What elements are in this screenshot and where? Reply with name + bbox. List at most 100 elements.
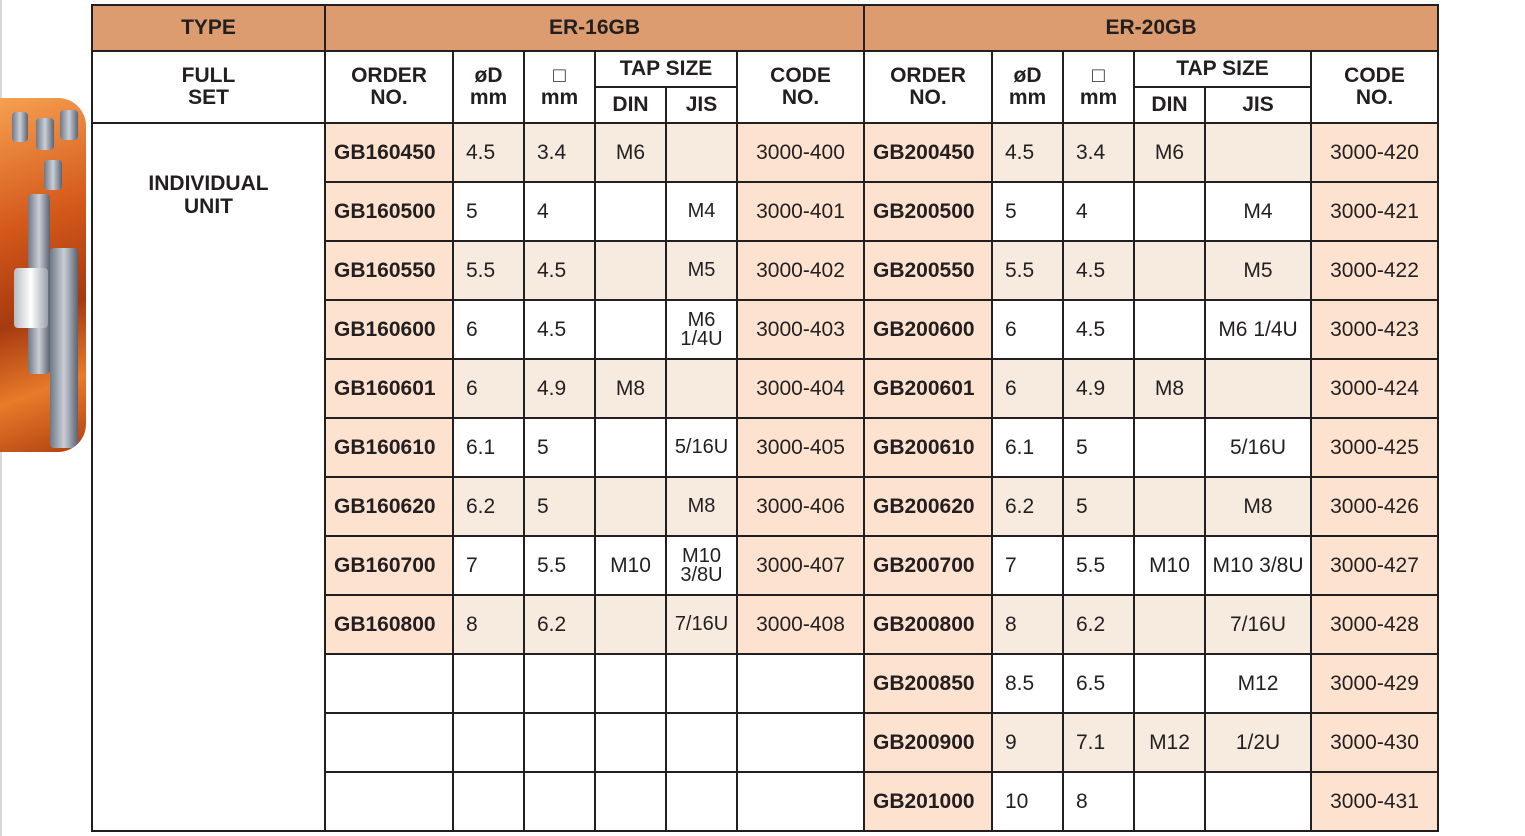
er20-order-no-cell: GB200500 bbox=[863, 181, 993, 242]
er20-square-cell: 5 bbox=[1062, 417, 1135, 478]
er16-code-no-cell: 3000-406 bbox=[736, 476, 865, 537]
er16-din-cell bbox=[594, 240, 667, 301]
er20-code-no-cell: 3000-423 bbox=[1310, 299, 1439, 360]
er20-od-cell: 7 bbox=[991, 535, 1064, 596]
er16-code-no-cell bbox=[736, 771, 865, 832]
er20-din-cell bbox=[1133, 476, 1206, 537]
er20-code-no-cell: 3000-429 bbox=[1310, 653, 1439, 714]
er16-od-cell bbox=[452, 771, 525, 832]
er20-od-cell: 8 bbox=[991, 594, 1064, 655]
od-header: øD mm bbox=[452, 50, 525, 124]
er16-square-cell: 5.5 bbox=[523, 535, 596, 596]
er20-od-cell: 6 bbox=[991, 358, 1064, 419]
order-no-header: ORDER NO. bbox=[324, 50, 454, 124]
table-row: GB160500 5 4 M4 3000-401 GB200500 5 4 M4 3000-421 bbox=[92, 181, 1439, 242]
er20-od-cell: 6.2 bbox=[991, 476, 1064, 537]
tap-size-header: TAP SIZE bbox=[1133, 50, 1312, 88]
er16-od-cell: 5 bbox=[452, 181, 525, 242]
er20-code-no-cell: 3000-421 bbox=[1310, 181, 1439, 242]
er20-code-no-cell: 3000-427 bbox=[1310, 535, 1439, 596]
tap-size-header: TAP SIZE bbox=[594, 50, 738, 88]
er16-order-no-cell: GB160600 bbox=[324, 299, 454, 360]
er20-jis-cell bbox=[1204, 358, 1312, 419]
er20-order-no-cell: GB200900 bbox=[863, 712, 993, 773]
er20-square-cell: 4.5 bbox=[1062, 299, 1135, 360]
er20-order-no-cell: GB200620 bbox=[863, 476, 993, 537]
jis-header: JIS bbox=[1204, 86, 1312, 124]
er16-header: ER-16GB bbox=[324, 4, 865, 52]
er16-square-cell: 5 bbox=[523, 417, 596, 478]
er20-square-cell: 4.5 bbox=[1062, 240, 1135, 301]
table-row: GB160601 6 4.9 M8 3000-404 GB200601 6 4.9 M8 3000… bbox=[92, 358, 1439, 419]
er16-jis-cell: M6 1/4U bbox=[665, 299, 738, 360]
collet-spec-table: TYPE ER-16GB ER-20GB FULL SET ORDER NO. … bbox=[91, 4, 1439, 832]
er16-code-no-cell: 3000-407 bbox=[736, 535, 865, 596]
er16-od-cell: 6 bbox=[452, 299, 525, 360]
er20-od-cell: 4.5 bbox=[991, 122, 1064, 183]
er16-order-no-cell: GB160500 bbox=[324, 181, 454, 242]
er16-od-cell bbox=[452, 653, 525, 714]
er16-code-no-cell: 3000-401 bbox=[736, 181, 865, 242]
er16-square-cell: 4.5 bbox=[523, 240, 596, 301]
er20-jis-cell bbox=[1204, 771, 1312, 832]
table-row: GB160550 5.5 4.5 M5 3000-402 GB200550 5.5 4.5 M5… bbox=[92, 240, 1439, 301]
er20-din-cell: M6 bbox=[1133, 122, 1206, 183]
er16-jis-cell: 5/16U bbox=[665, 417, 738, 478]
er16-code-no-cell: 3000-400 bbox=[736, 122, 865, 183]
er20-code-no-cell: 3000-424 bbox=[1310, 358, 1439, 419]
er16-jis-cell bbox=[665, 653, 738, 714]
er16-jis-cell: M5 bbox=[665, 240, 738, 301]
er16-square-cell: 3.4 bbox=[523, 122, 596, 183]
er20-order-no-cell: GB200600 bbox=[863, 299, 993, 360]
er20-square-cell: 5.5 bbox=[1062, 535, 1135, 596]
er16-code-no-cell: 3000-405 bbox=[736, 417, 865, 478]
table-row: GB200900 9 7.1 M12 1/2U 3000-430 bbox=[92, 712, 1439, 773]
er16-code-no-cell: 3000-408 bbox=[736, 594, 865, 655]
er20-jis-cell: 1/2U bbox=[1204, 712, 1312, 773]
er16-square-cell: 4.5 bbox=[523, 299, 596, 360]
din-header: DIN bbox=[1133, 86, 1206, 124]
er16-order-no-cell bbox=[324, 771, 454, 832]
er16-din-cell bbox=[594, 299, 667, 360]
er20-order-no-cell: GB200610 bbox=[863, 417, 993, 478]
er20-jis-cell: M5 bbox=[1204, 240, 1312, 301]
er16-od-cell bbox=[452, 712, 525, 773]
er20-od-cell: 8.5 bbox=[991, 653, 1064, 714]
er16-square-cell: 4.9 bbox=[523, 358, 596, 419]
er20-din-cell bbox=[1133, 181, 1206, 242]
er20-din-cell: M8 bbox=[1133, 358, 1206, 419]
er20-din-cell: M12 bbox=[1133, 712, 1206, 773]
er20-square-cell: 3.4 bbox=[1062, 122, 1135, 183]
er16-square-cell bbox=[523, 653, 596, 714]
er20-code-no-cell: 3000-422 bbox=[1310, 240, 1439, 301]
er16-order-no-cell: GB160610 bbox=[324, 417, 454, 478]
er20-din-cell bbox=[1133, 653, 1206, 714]
er16-din-cell: M8 bbox=[594, 358, 667, 419]
er16-jis-cell bbox=[665, 771, 738, 832]
table-row: GB160700 7 5.5 M10 M10 3/8U 3000-407 GB200700 7… bbox=[92, 535, 1439, 596]
er20-jis-cell: M4 bbox=[1204, 181, 1312, 242]
er16-code-no-cell: 3000-402 bbox=[736, 240, 865, 301]
er20-jis-cell: M12 bbox=[1204, 653, 1312, 714]
er16-din-cell bbox=[594, 594, 667, 655]
er16-od-cell: 7 bbox=[452, 535, 525, 596]
er16-order-no-cell: GB160800 bbox=[324, 594, 454, 655]
er20-od-cell: 10 bbox=[991, 771, 1064, 832]
er16-square-cell: 5 bbox=[523, 476, 596, 537]
er16-order-no-cell: GB160601 bbox=[324, 358, 454, 419]
er16-od-cell: 5.5 bbox=[452, 240, 525, 301]
er20-din-cell bbox=[1133, 594, 1206, 655]
full-set-header: FULL SET bbox=[91, 50, 326, 124]
table-row: INDIVIDUAL UNIT GB160450 4.5 3.4 M6 3000-400 G… bbox=[91, 122, 1439, 832]
er20-square-cell: 4.9 bbox=[1062, 358, 1135, 419]
din-header: DIN bbox=[594, 86, 667, 124]
er20-jis-cell bbox=[1204, 122, 1312, 183]
er20-header: ER-20GB bbox=[863, 4, 1439, 52]
code-no-header: CODE NO. bbox=[736, 50, 865, 124]
er20-square-cell: 6.5 bbox=[1062, 653, 1135, 714]
er20-jis-cell: M10 3/8U bbox=[1204, 535, 1312, 596]
er16-jis-cell bbox=[665, 358, 738, 419]
er16-order-no-cell bbox=[324, 653, 454, 714]
code-no-header: CODE NO. bbox=[1310, 50, 1439, 124]
er20-od-cell: 6 bbox=[991, 299, 1064, 360]
